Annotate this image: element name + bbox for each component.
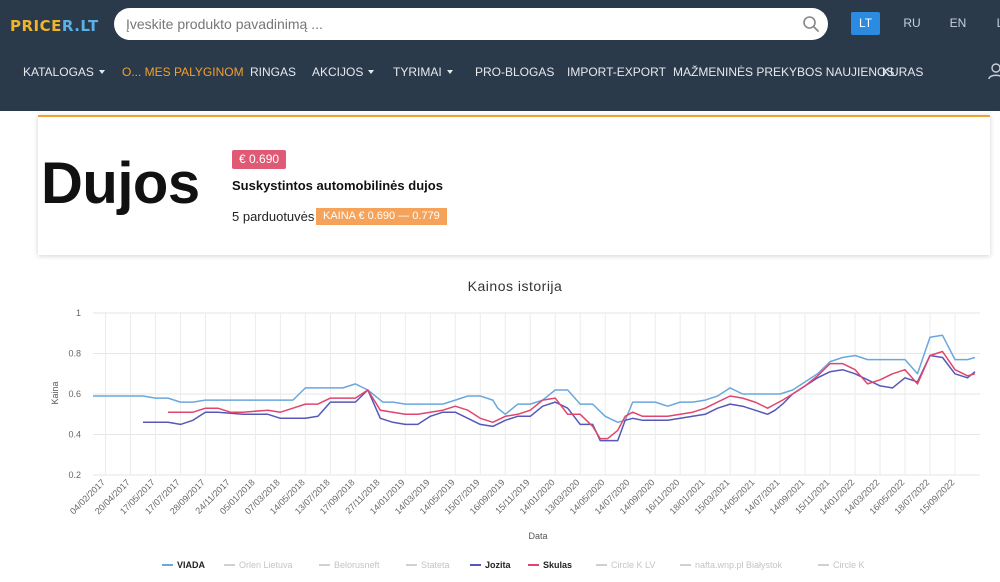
nav-item-3[interactable]: AKCIJOS [312, 62, 375, 82]
product-card: Dujos € 0.690 Suskystintos automobilinės… [38, 115, 990, 255]
product-title: Dujos [41, 151, 200, 216]
y-tick-label: 0.4 [68, 430, 81, 440]
site-header: PRICER.LT LT RU EN L KATALOGAS O... MES P… [0, 0, 1000, 111]
nav-item-5[interactable]: PRO-BLOGAS [475, 62, 554, 82]
legend-item-label[interactable]: Skulas [543, 560, 572, 570]
chevron-down-icon [446, 70, 453, 74]
legend-item-label[interactable]: Stateta [421, 560, 450, 570]
nav-item-0[interactable]: KATALOGAS [23, 62, 105, 82]
chart-title: Kainos istorija [468, 278, 563, 294]
series-line-skulas [168, 350, 976, 440]
nav-item-8[interactable]: KURAS [882, 62, 923, 82]
logo-text-domain: R.LT [61, 17, 99, 35]
nav-item-label: TYRIMAI [393, 65, 442, 79]
nav-item-label: KURAS [882, 65, 924, 79]
nav-item-6[interactable]: IMPORT-EXPORT [567, 62, 666, 82]
nav-item-2[interactable]: RINGAS [250, 62, 296, 82]
nav-item-7[interactable]: MAŽMENINĖS PREKYBOS NAUJIENOS [673, 62, 894, 82]
nav-item-label: MAŽMENINĖS PREKYBOS NAUJIENOS [673, 65, 895, 79]
price-range-badge: KAINA € 0.690 — 0.779 [316, 208, 447, 225]
y-tick-label: 0.2 [68, 470, 81, 480]
y-tick-label: 1 [76, 308, 81, 318]
series-line-jozita [143, 354, 976, 442]
nav-item-label: PRO-BLOGAS [475, 65, 555, 79]
search-box [114, 8, 828, 40]
search-icon[interactable] [802, 15, 820, 33]
product-description[interactable]: Suskystintos automobilinės dujos [232, 178, 443, 193]
x-axis-label: Data [528, 531, 547, 541]
nav-item-label: AKCIJOS [312, 65, 364, 79]
site-logo[interactable]: PRICER.LT [10, 17, 99, 35]
price-history-chart: Kainos istorija10.80.60.40.204/02/201720… [50, 278, 980, 570]
nav-item-label: IMPORT-EXPORT [567, 65, 666, 79]
logo-text-price: PRICE [10, 17, 62, 35]
nav-item-1[interactable]: O... MES PALYGINOM [122, 62, 244, 82]
legend-item-label[interactable]: Orlen Lietuva [239, 560, 293, 570]
nav-item-label: KATALOGAS [23, 65, 94, 79]
legend-item-label[interactable]: Circle K [833, 560, 865, 570]
nav-item-4[interactable]: TYRIMAI [393, 62, 453, 82]
legend-item-label[interactable]: VIADA [177, 560, 206, 570]
legend-item-label[interactable]: nafta.wnp.pl Białystok [695, 560, 783, 570]
language-ru-button[interactable]: RU [903, 16, 921, 30]
language-more-button[interactable]: L [990, 12, 1000, 35]
user-icon[interactable] [988, 62, 1000, 80]
search-input[interactable] [126, 14, 776, 34]
legend-item-label[interactable]: Jozita [485, 560, 512, 570]
chevron-down-icon [98, 70, 105, 74]
nav-item-label: O... MES PALYGINOM [122, 65, 244, 79]
chevron-down-icon [368, 70, 375, 74]
legend-item-label[interactable]: Circle K LV [611, 560, 655, 570]
y-tick-label: 0.6 [68, 389, 81, 399]
language-lt-button[interactable]: LT [851, 12, 880, 35]
price-badge: € 0.690 [232, 150, 287, 169]
language-en-button[interactable]: EN [949, 16, 967, 30]
legend-item-label[interactable]: Belorusneft [334, 560, 380, 570]
store-count: 5 parduotuvės [232, 209, 315, 224]
main-navigation: KATALOGAS O... MES PALYGINOM RINGAS AKCIJOS… [0, 62, 1000, 82]
y-tick-label: 0.8 [68, 349, 81, 359]
y-axis-label: Kaina [50, 381, 60, 404]
series-line-viada [93, 334, 976, 424]
nav-item-label: RINGAS [250, 65, 297, 79]
